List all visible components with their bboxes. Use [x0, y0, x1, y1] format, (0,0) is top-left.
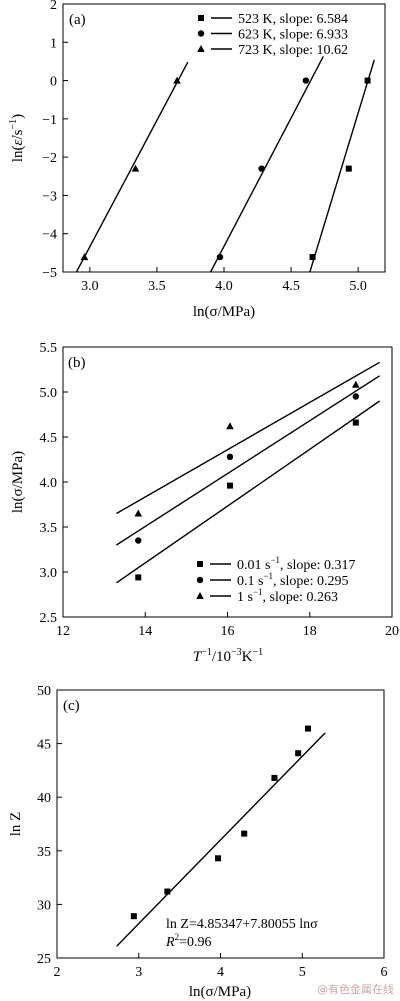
panel-a-label: (a) — [69, 12, 86, 28]
y-tick-label: −3 — [42, 189, 57, 204]
panel-a: 3.0 3.5 4.0 4.5 5.0 −5 −4 −3 −2 −1 0 1 2 (a) ln(σ/MP… — [8, 0, 386, 320]
y-tick-label: 45 — [37, 738, 51, 753]
panel-b-label: (b) — [68, 355, 86, 371]
data-point-1 — [352, 419, 359, 426]
panel-c-label: (c) — [63, 698, 80, 714]
data-point-1 — [241, 830, 248, 837]
y-tick-label: 1 — [50, 36, 57, 51]
legend-label: 523 K, slope: 6.584 — [238, 12, 348, 27]
legend-marker — [197, 561, 203, 567]
data-point-1 — [130, 913, 137, 920]
y-tick-label: 3.5 — [40, 521, 58, 536]
data-point-1 — [309, 254, 316, 261]
y-tick-label: −1 — [42, 113, 57, 128]
legend-label: 1 s−1, slope: 0.263 — [237, 587, 338, 605]
data-point-2 — [302, 77, 310, 84]
legend-marker — [198, 15, 204, 21]
fit-line-3 — [75, 61, 189, 273]
data-point-1 — [295, 750, 302, 757]
legend-label: 723 K, slope: 10.62 — [238, 43, 348, 58]
y-tick-label: 30 — [37, 898, 51, 913]
y-tick-label: 5.5 — [40, 341, 58, 356]
x-tick-label: 2 — [54, 965, 61, 980]
panel-b: 12 14 16 18 20 2.5 3.0 3.5 4.0 4.5 5.0 5.5 (b) T−1/… — [10, 341, 399, 665]
data-point-2 — [352, 393, 360, 400]
legend-marker — [197, 45, 205, 52]
y-tick-label: 0 — [50, 75, 57, 90]
y-tick-label: 5.0 — [40, 386, 58, 401]
x-tick-label: 4.5 — [282, 279, 300, 294]
legend-marker — [196, 592, 204, 599]
y-tick-label: 2.5 — [40, 611, 58, 626]
panel-b-ylabel: ln(σ/MPa) — [10, 451, 26, 513]
legend-label: 0.1 s−1, slope: 0.295 — [237, 571, 348, 589]
fit-line-1 — [116, 400, 381, 584]
data-point-3 — [226, 422, 234, 430]
y-tick-label: −5 — [42, 266, 57, 281]
data-point-1 — [345, 165, 352, 172]
data-point-3 — [352, 380, 360, 388]
x-tick-label: 4 — [217, 965, 224, 980]
x-tick-label: 6 — [381, 965, 388, 980]
data-point-2 — [216, 253, 224, 261]
x-tick-label: 20 — [385, 624, 399, 639]
y-tick-label: 40 — [37, 791, 51, 806]
data-point-2 — [135, 537, 142, 544]
legend-label: 623 K, slope: 6.933 — [238, 28, 348, 43]
y-tick-label: −4 — [42, 228, 57, 243]
data-point-2 — [258, 165, 265, 172]
fit-line-2 — [116, 375, 381, 546]
y-tick-label: 2 — [50, 0, 57, 13]
data-point-3 — [134, 509, 143, 517]
x-tick-label: 16 — [221, 624, 235, 639]
x-tick-label: 5 — [299, 965, 306, 980]
data-point-1 — [364, 77, 371, 84]
legend-label: 0.01 s−1, slope: 0.317 — [237, 555, 355, 573]
y-tick-label: 50 — [37, 684, 51, 699]
y-tick-label: 3.0 — [40, 566, 58, 581]
fit-line-1 — [309, 59, 375, 273]
x-tick-label: 14 — [138, 624, 152, 639]
data-point-2 — [226, 453, 234, 460]
y-tick-label: 4.0 — [40, 476, 58, 491]
data-point-1 — [164, 888, 171, 895]
data-point-1 — [215, 855, 222, 862]
legend-marker — [196, 576, 204, 584]
panel-c-fit-equation: ln Z=4.85347+7.80055 lnσ — [166, 917, 318, 932]
y-tick-label: −2 — [42, 151, 57, 166]
x-tick-label: 3 — [135, 965, 142, 980]
data-point-3 — [80, 253, 89, 261]
panel-a-ylabel: ln(ε̇/s−1) — [8, 114, 26, 162]
data-point-1 — [226, 482, 233, 489]
x-tick-label: 5.0 — [349, 279, 367, 294]
data-point-1 — [271, 774, 278, 781]
data-point-3 — [173, 76, 181, 84]
fit-line-1 — [116, 732, 326, 947]
y-tick-label: 25 — [37, 952, 51, 967]
data-point-1 — [135, 574, 142, 581]
x-tick-label: 12 — [56, 624, 70, 639]
y-tick-label: 35 — [37, 845, 51, 860]
x-tick-label: 18 — [303, 624, 317, 639]
data-point-1 — [304, 725, 311, 732]
x-tick-label: 3.5 — [148, 279, 166, 294]
y-tick-label: 4.5 — [40, 431, 58, 446]
fit-line-2 — [209, 56, 324, 273]
x-tick-label: 4.0 — [215, 279, 233, 294]
data-point-3 — [131, 164, 140, 172]
watermark: @有色金属在线 — [317, 983, 394, 996]
fit-line-3 — [116, 361, 381, 515]
panel-c-xlabel: ln(σ/MPa) — [189, 984, 251, 1000]
legend-marker — [197, 30, 205, 37]
panel-c-ylabel: ln Z — [8, 812, 24, 837]
panel-b-xlabel: T−1/10−3K−1 — [193, 647, 263, 665]
panel-c-r-squared: R2=0.96 — [165, 932, 211, 950]
x-tick-label: 3.0 — [81, 279, 99, 294]
panel-a-xlabel: ln(σ/MPa) — [193, 304, 255, 320]
